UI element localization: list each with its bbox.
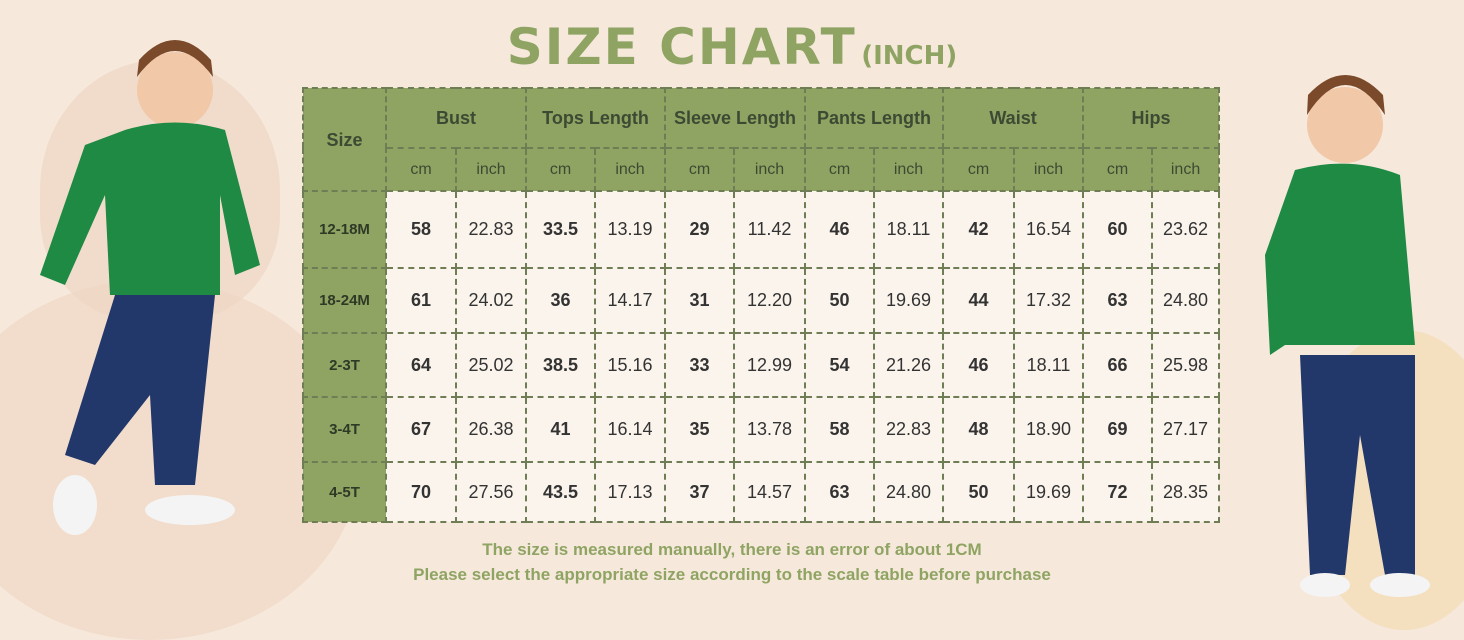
cm-cell: 63 <box>1082 267 1154 334</box>
group-header: Bust <box>385 87 527 149</box>
size-header: Size <box>302 87 387 192</box>
size-cell: 12-18M <box>302 190 387 269</box>
cm-cell: 44 <box>942 267 1016 334</box>
group-header: Pants Length <box>804 87 945 149</box>
group-header: Waist <box>942 87 1085 149</box>
unit-header: cm <box>804 147 876 192</box>
inch-cell: 16.14 <box>594 396 666 463</box>
size-cell: 18-24M <box>302 267 387 334</box>
cm-cell: 35 <box>664 396 735 463</box>
cm-cell: 50 <box>942 461 1016 523</box>
inch-cell: 27.17 <box>1151 396 1221 463</box>
unit-header: cm <box>942 147 1016 192</box>
cm-cell: 38.5 <box>525 332 596 398</box>
inch-cell: 18.11 <box>873 190 945 269</box>
inch-cell: 13.19 <box>594 190 666 269</box>
title-unit: (INCH) <box>861 41 958 71</box>
unit-header: inch <box>455 147 527 192</box>
cm-cell: 54 <box>804 332 876 398</box>
inch-cell: 22.83 <box>455 190 527 269</box>
inch-cell: 12.20 <box>732 267 807 334</box>
cm-cell: 48 <box>942 396 1016 463</box>
unit-header: cm <box>664 147 735 192</box>
unit-header: inch <box>1151 147 1221 192</box>
table-row: 12-18M 58 22.83 33.5 13.19 29 11.42 46 18.11 42 16… <box>302 190 1221 269</box>
inch-cell: 13.78 <box>732 396 807 463</box>
cm-cell: 33 <box>664 332 735 398</box>
inch-cell: 18.90 <box>1013 396 1085 463</box>
inch-cell: 12.99 <box>732 332 807 398</box>
group-header: Hips <box>1082 87 1221 149</box>
cm-cell: 58 <box>804 396 876 463</box>
inch-cell: 24.80 <box>1151 267 1221 334</box>
inch-cell: 16.54 <box>1013 190 1085 269</box>
model-photo-right <box>1265 75 1430 597</box>
cm-cell: 37 <box>664 461 735 523</box>
size-cell: 4-5T <box>302 461 387 523</box>
model-photo-left <box>40 40 260 535</box>
inch-cell: 11.42 <box>732 190 807 269</box>
cm-cell: 46 <box>942 332 1016 398</box>
cm-cell: 36 <box>525 267 596 334</box>
inch-cell: 23.62 <box>1151 190 1221 269</box>
cm-cell: 66 <box>1082 332 1154 398</box>
inch-cell: 14.57 <box>732 461 807 523</box>
unit-header: cm <box>385 147 457 192</box>
cm-cell: 64 <box>385 332 457 398</box>
cm-cell: 60 <box>1082 190 1154 269</box>
page-title: SIZE CHART (INCH) <box>0 18 1464 76</box>
size-cell: 3-4T <box>302 396 387 463</box>
note-select: Please select the appropriate size accor… <box>413 565 1051 584</box>
unit-header: inch <box>594 147 666 192</box>
inch-cell: 28.35 <box>1151 461 1221 523</box>
cm-cell: 31 <box>664 267 735 334</box>
cm-cell: 61 <box>385 267 457 334</box>
cm-cell: 67 <box>385 396 457 463</box>
inch-cell: 24.02 <box>455 267 527 334</box>
size-cell: 2-3T <box>302 332 387 398</box>
cm-cell: 70 <box>385 461 457 523</box>
cm-cell: 63 <box>804 461 876 523</box>
unit-header: cm <box>1082 147 1154 192</box>
table-row: 2-3T 64 25.02 38.5 15.16 33 12.99 54 21.26 46 18.1… <box>302 332 1221 398</box>
table-row: 18-24M 61 24.02 36 14.17 31 12.20 50 19.69 44 17.3… <box>302 267 1221 334</box>
unit-header: inch <box>873 147 945 192</box>
cm-cell: 42 <box>942 190 1016 269</box>
cm-cell: 41 <box>525 396 596 463</box>
inch-cell: 14.17 <box>594 267 666 334</box>
inch-cell: 25.98 <box>1151 332 1221 398</box>
cm-cell: 50 <box>804 267 876 334</box>
table-row: 4-5T 70 27.56 43.5 17.13 37 14.57 63 24.80 50 19.6… <box>302 461 1221 523</box>
unit-header: inch <box>1013 147 1085 192</box>
size-chart-table: Size Bust Tops Length Sleeve Length Pants L… <box>302 87 1221 523</box>
cm-cell: 43.5 <box>525 461 596 523</box>
inch-cell: 18.11 <box>1013 332 1085 398</box>
group-header: Tops Length <box>525 87 666 149</box>
cm-cell: 29 <box>664 190 735 269</box>
cm-cell: 72 <box>1082 461 1154 523</box>
note-error: The size is measured manually, there is … <box>482 540 982 559</box>
inch-cell: 24.80 <box>873 461 945 523</box>
inch-cell: 26.38 <box>455 396 527 463</box>
inch-cell: 17.32 <box>1013 267 1085 334</box>
inch-cell: 21.26 <box>873 332 945 398</box>
title-main: SIZE CHART <box>506 18 857 76</box>
cm-cell: 69 <box>1082 396 1154 463</box>
inch-cell: 17.13 <box>594 461 666 523</box>
inch-cell: 19.69 <box>873 267 945 334</box>
inch-cell: 19.69 <box>1013 461 1085 523</box>
inch-cell: 27.56 <box>455 461 527 523</box>
cm-cell: 46 <box>804 190 876 269</box>
cm-cell: 58 <box>385 190 457 269</box>
cm-cell: 33.5 <box>525 190 596 269</box>
unit-header: inch <box>732 147 807 192</box>
inch-cell: 25.02 <box>455 332 527 398</box>
unit-header: cm <box>525 147 596 192</box>
table-row: 3-4T 67 26.38 41 16.14 35 13.78 58 22.83 48 18.90 6… <box>302 396 1221 463</box>
inch-cell: 15.16 <box>594 332 666 398</box>
inch-cell: 22.83 <box>873 396 945 463</box>
group-header: Sleeve Length <box>663 87 807 149</box>
